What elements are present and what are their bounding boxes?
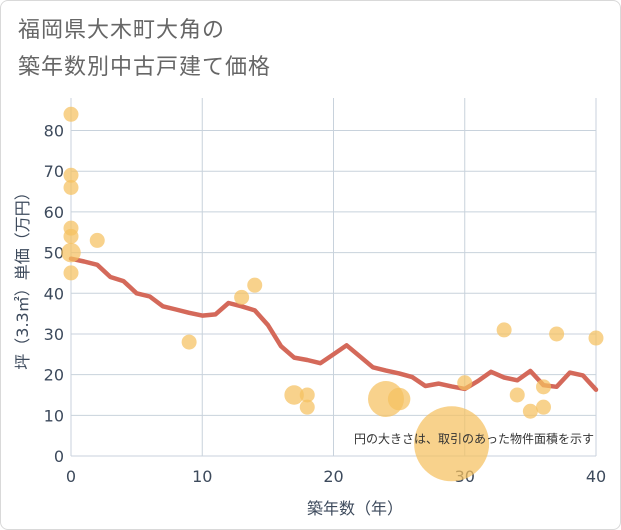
x-tick-label: 20 [323, 467, 343, 486]
x-axis-label: 築年数（年） [307, 499, 403, 518]
data-point [414, 406, 490, 482]
y-axis-label: 坪（3.3㎡）単価（万円） [13, 184, 32, 369]
y-tick-label: 20 [44, 366, 64, 385]
data-point [63, 228, 79, 244]
data-point [536, 399, 551, 415]
data-point [457, 375, 473, 391]
data-point [89, 232, 105, 248]
data-point [63, 265, 79, 281]
data-point [247, 277, 263, 293]
data-point [299, 399, 315, 415]
data-point [63, 180, 79, 195]
chart-title-line1: 福岡県大木町大角の [18, 18, 226, 43]
y-tick-label: 60 [44, 203, 64, 222]
x-tick-label: 0 [66, 467, 76, 486]
average-price-line [68, 256, 599, 392]
data-point [522, 403, 538, 419]
y-tick-label: 0 [54, 447, 64, 466]
bubble-layer [61, 106, 604, 482]
x-tick-label: 40 [586, 467, 606, 486]
y-tick-label: 30 [44, 325, 64, 344]
y-axis: 0 10 20 30 40 50 60 70 80 [44, 122, 64, 466]
data-point [63, 106, 79, 122]
chart-title: 福岡県大木町大角の 築年数別中古戸建て価格 [18, 12, 271, 86]
line-layer [68, 256, 599, 392]
y-tick-label: 10 [44, 406, 64, 425]
data-point [509, 387, 525, 403]
data-point [549, 326, 565, 342]
data-point [61, 242, 81, 263]
data-point [63, 167, 79, 183]
y-tick-label: 80 [44, 122, 64, 141]
data-point [496, 322, 512, 338]
data-point [234, 289, 250, 305]
data-point [536, 379, 551, 395]
data-point [299, 387, 315, 403]
x-tick-label: 10 [192, 467, 212, 486]
y-tick-label: 50 [44, 244, 64, 263]
data-point [588, 330, 604, 346]
data-point [181, 334, 197, 350]
chart-title-line2: 築年数別中古戸建て価格 [18, 55, 272, 80]
bubble-size-note: 円の大きさは、取引のあった物件面積を示す [354, 431, 594, 446]
data-point [284, 385, 304, 405]
data-point [387, 387, 411, 411]
y-tick-label: 40 [44, 284, 64, 303]
y-tick-label: 70 [44, 162, 64, 181]
